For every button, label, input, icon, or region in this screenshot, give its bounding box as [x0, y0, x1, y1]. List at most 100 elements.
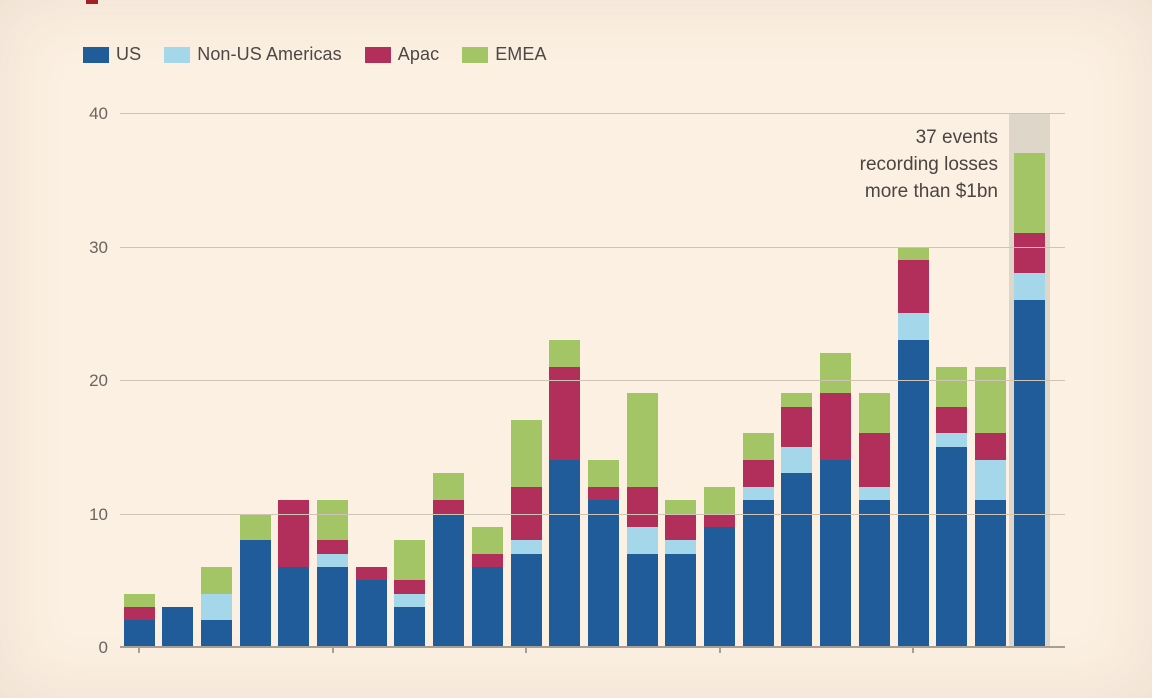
bar-segment-apac	[626, 486, 658, 527]
stacked-bar-22	[936, 366, 968, 647]
y-tick-label-20: 20	[89, 371, 108, 390]
x-axis-tick	[331, 648, 334, 653]
legend-item-us: US	[83, 44, 141, 65]
bar-segment-us	[433, 513, 465, 647]
stacked-bar-6	[317, 500, 348, 647]
stacked-bar-23	[974, 366, 1006, 647]
bar-segment-emea	[626, 393, 658, 487]
bar-segment-us	[317, 566, 348, 647]
stacked-bar-9	[433, 473, 465, 647]
bar-segment-apac	[355, 566, 387, 581]
legend-swatch-icon	[364, 46, 391, 63]
stacked-bar-8	[394, 540, 426, 647]
bar-segment-emea	[317, 500, 348, 541]
bar-segment-us	[665, 553, 697, 647]
legend-item-non-us-americas: Non-US Americas	[164, 44, 342, 65]
bar-segment-emea	[123, 593, 155, 607]
bar-segment-apac	[781, 406, 813, 447]
bar-segment-apac	[278, 500, 310, 567]
bar-segment-non-us-americas	[897, 313, 929, 340]
stacked-bar-10	[471, 526, 503, 647]
bar-segment-us	[355, 580, 387, 647]
stacked-bar-13	[587, 460, 619, 647]
y-tick-label-30: 30	[89, 237, 108, 257]
stacked-bar-19	[820, 353, 852, 647]
bar-segment-emea	[858, 393, 890, 434]
bar-segment-us	[897, 339, 929, 647]
bar-segment-non-us-americas	[510, 540, 542, 554]
y-tick-label-0: 0	[98, 638, 108, 657]
bar-segment-non-us-americas	[317, 553, 348, 567]
legend-swatch-icon	[164, 46, 191, 63]
stacked-bar-4	[239, 513, 271, 647]
bar-segment-emea	[665, 500, 697, 514]
bar-segment-us	[162, 606, 194, 647]
bar-segment-emea	[549, 339, 581, 367]
bar-segment-apac	[123, 606, 155, 621]
bar-segment-emea	[897, 246, 929, 260]
stacked-bar-15	[665, 500, 697, 647]
bar-segment-non-us-americas	[742, 486, 774, 501]
legend-label: Non-US Americas	[197, 44, 342, 64]
bar-segment-non-us-americas	[858, 486, 890, 501]
stacked-bar-16	[704, 486, 735, 647]
bar-segment-emea	[394, 540, 426, 581]
bar-segment-emea	[820, 353, 852, 394]
bar-segment-apac	[549, 366, 581, 461]
legend-item-apac: Apac	[364, 44, 439, 65]
bar-segment-non-us-americas	[974, 460, 1006, 501]
bar-segment-apac	[974, 433, 1006, 461]
x-axis-tick	[525, 648, 527, 653]
bar-segment-apac	[1013, 233, 1045, 274]
bar-segment-us	[936, 446, 968, 647]
bar-segment-us	[587, 500, 619, 647]
bar-segment-non-us-americas	[665, 540, 697, 554]
stacked-bar-3	[200, 566, 232, 647]
stacked-bar-2	[162, 606, 194, 647]
bar-segment-emea	[936, 366, 968, 407]
stacked-bar-24	[1013, 153, 1045, 647]
bar-segment-non-us-americas	[394, 593, 426, 607]
bar-segment-emea	[704, 486, 735, 514]
bar-segment-us	[200, 620, 232, 647]
bar-segment-apac	[394, 580, 426, 594]
bar-segment-us	[549, 460, 581, 647]
gridline-30	[120, 246, 1065, 248]
y-tick-label-10: 10	[89, 504, 108, 524]
bar-segment-apac	[317, 540, 348, 554]
x-axis-tick	[912, 648, 914, 653]
stacked-bar-21	[897, 246, 929, 647]
legend-label: EMEA	[495, 44, 547, 64]
legend-swatch-icon	[83, 46, 109, 63]
bar-segment-us	[510, 553, 542, 647]
bar-segment-apac	[742, 460, 774, 487]
screen-artifact-red-mark	[86, 0, 98, 4]
x-axis-line	[120, 646, 1065, 648]
bar-segment-emea	[1013, 153, 1045, 234]
chart-annotation: 37 events recording losses more than $1b…	[859, 127, 998, 202]
bar-segment-emea	[471, 526, 503, 554]
bar-segment-us	[626, 553, 658, 647]
gridline-40	[120, 113, 1065, 114]
bar-segment-us	[781, 473, 813, 647]
bar-segment-us	[394, 606, 426, 647]
bar-segment-apac	[704, 513, 735, 527]
bar-segment-emea	[239, 513, 271, 541]
bar-segment-apac	[665, 513, 697, 541]
bar-segment-apac	[858, 433, 890, 487]
bar-segment-us	[742, 500, 774, 647]
bar-segment-apac	[433, 500, 465, 514]
stacked-bar-1	[123, 593, 155, 647]
bar-segment-us	[858, 500, 890, 647]
stacked-bar-14	[626, 393, 658, 647]
bar-segment-emea	[200, 566, 232, 594]
bar-segment-us	[471, 566, 503, 647]
bar-segment-apac	[897, 259, 929, 314]
stacked-bar-17	[742, 433, 774, 647]
bar-segment-emea	[781, 393, 813, 407]
bar-segment-us	[704, 526, 735, 647]
bars-layer	[120, 113, 1065, 647]
chart-legend: US Non-US Americas Apac EMEA	[83, 44, 547, 65]
bar-segment-apac	[820, 393, 852, 461]
